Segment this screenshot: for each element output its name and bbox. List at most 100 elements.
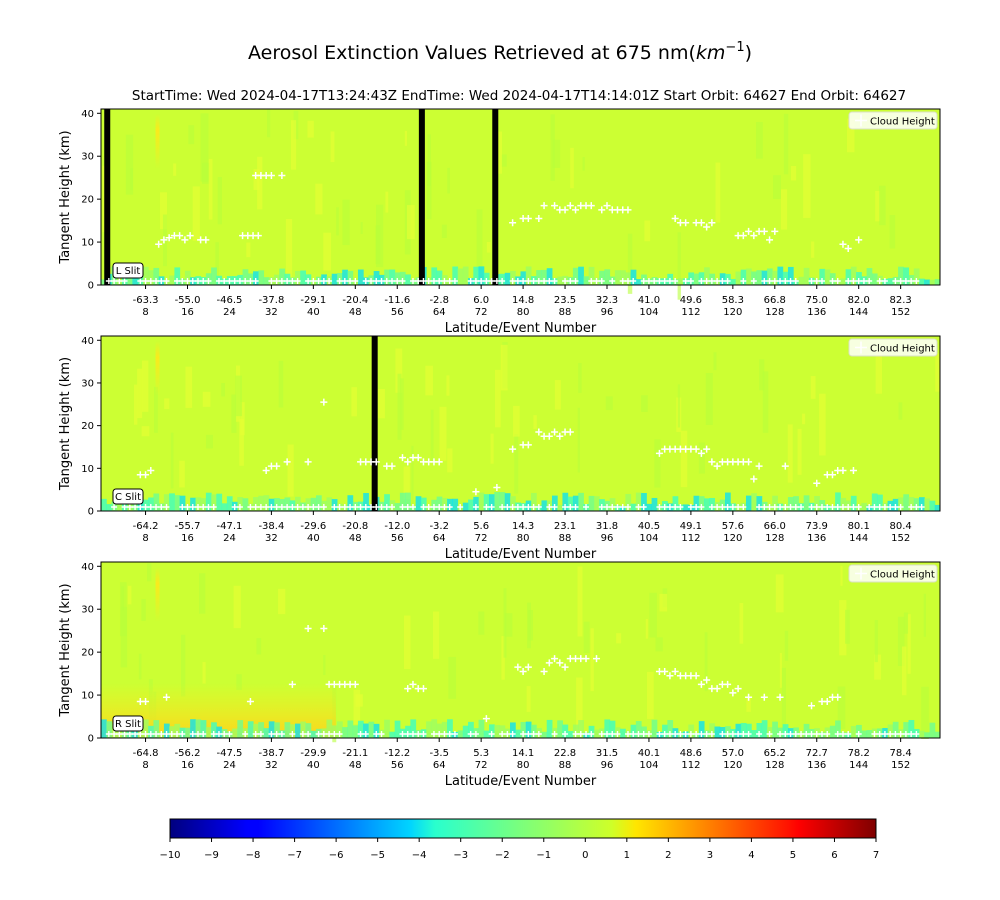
cloud-height-point	[666, 731, 673, 737]
texture-surface-cell	[447, 719, 453, 738]
texture-surface-cell	[179, 495, 186, 511]
cloud-height-point	[514, 663, 522, 671]
cloud-height-point	[719, 504, 726, 510]
cloud-height-point	[254, 232, 262, 240]
cloud-height-point	[493, 278, 500, 284]
cloud-height-point	[388, 462, 396, 470]
cloud-height-point	[378, 731, 385, 737]
texture-surface-cell	[473, 496, 480, 511]
texture-streak	[889, 215, 896, 249]
texture-streak	[680, 430, 688, 488]
x-tick-event: 152	[891, 533, 910, 544]
cloud-height-point	[745, 731, 752, 737]
texture-surface-cell	[478, 719, 485, 738]
cloud-height-point	[404, 731, 411, 737]
cloud-height-point	[163, 731, 170, 737]
cloud-height-point	[839, 504, 846, 510]
cloud-height-point	[488, 731, 495, 737]
texture-streak	[154, 386, 158, 433]
cloud-height-point	[908, 731, 915, 737]
texture-surface-cell	[871, 493, 878, 511]
cloud-height-point	[368, 504, 375, 510]
texture-streak	[500, 344, 508, 391]
x-tick-latitude: 14.8	[512, 295, 534, 306]
texture-surface-cell	[315, 495, 322, 511]
cloud-height-point	[708, 504, 715, 510]
texture-surface-cell	[347, 270, 354, 285]
cloud-height-point	[813, 731, 820, 737]
x-tick-event: 24	[223, 760, 236, 771]
cloud-height-point	[263, 504, 270, 510]
texture-streak	[627, 233, 633, 294]
cloud-height-point	[436, 504, 443, 510]
texture-streak	[840, 565, 843, 586]
x-tick-event: 16	[181, 307, 194, 318]
texture-surface-cell	[174, 723, 181, 738]
cloud-height-point	[168, 731, 175, 737]
cloud-height-point	[341, 504, 348, 510]
cloud-height-point	[829, 504, 836, 510]
x-tick-event: 72	[475, 760, 488, 771]
texture-surface-cell	[578, 266, 584, 285]
texture-surface-cell	[494, 724, 501, 738]
texture-surface-cell	[704, 498, 710, 511]
cloud-height-point	[273, 462, 281, 470]
texture-surface-cell	[190, 719, 196, 738]
cloud-height-point	[315, 504, 322, 510]
cloud-height-point	[845, 504, 852, 510]
cloud-height-point	[823, 698, 831, 706]
texture-surface-cell	[840, 278, 847, 285]
texture-surface-cell	[620, 270, 626, 285]
x-tick-event: 32	[265, 533, 278, 544]
texture-surface-cell	[247, 721, 254, 738]
texture-streak	[235, 375, 243, 417]
colorbar-tick-label: −2	[495, 850, 510, 861]
cloud-height-point	[677, 731, 684, 737]
cloud-height-point	[310, 504, 317, 510]
cloud-height-point	[362, 731, 369, 737]
texture-surface-cell	[924, 279, 931, 285]
cloud-height-point	[551, 504, 558, 510]
texture-surface-cell	[829, 725, 836, 738]
cloud-height-point	[666, 672, 674, 680]
texture-streak	[641, 395, 648, 412]
texture-surface-cell	[924, 498, 931, 511]
texture-streak	[819, 393, 826, 456]
texture-surface-cell	[667, 720, 674, 738]
cloud-height-point	[860, 278, 867, 284]
cloud-height-point	[137, 278, 144, 284]
texture-surface-cell	[635, 279, 642, 285]
x-tick-latitude: 6.0	[473, 295, 489, 306]
texture-surface-cell	[541, 269, 548, 285]
x-axis-label: Latitude/Event Number	[445, 774, 597, 789]
cloud-height-point	[771, 227, 779, 235]
y-tick-label: 10	[81, 464, 94, 475]
cloud-height-point	[687, 504, 694, 510]
no-data-column	[104, 109, 111, 285]
colorbar: −10 −9 −8 −7 −6 −5 −4 −3 −2 −1 0 1 2 3 4 5 6 7	[159, 818, 879, 861]
texture-surface-cell	[929, 722, 936, 738]
x-tick-latitude: -38.7	[258, 748, 284, 759]
x-tick-latitude: -11.6	[384, 295, 410, 306]
cloud-height-point	[855, 504, 862, 510]
texture-streak	[494, 369, 501, 428]
texture-streak	[287, 444, 294, 497]
texture-streak	[787, 424, 793, 483]
cloud-height-point	[777, 731, 784, 737]
y-axis-label: Tangent Height (km)	[58, 357, 73, 491]
cloud-height-point	[278, 278, 285, 284]
cloud-height-point	[294, 278, 301, 284]
texture-streak	[739, 602, 744, 644]
x-tick-latitude: 75.0	[806, 295, 828, 306]
cloud-height-point	[881, 504, 888, 510]
texture-surface-cell	[263, 728, 270, 738]
texture-surface-cell	[924, 732, 931, 738]
texture-streak	[874, 619, 878, 663]
x-tick-latitude: -56.2	[175, 748, 201, 759]
cloud-height-point	[567, 504, 574, 510]
cloud-height-point	[331, 731, 338, 737]
cloud-height-point	[556, 432, 564, 440]
cloud-height-point	[488, 504, 495, 510]
cloud-height-point	[855, 236, 863, 244]
texture-surface-cell	[551, 495, 558, 511]
